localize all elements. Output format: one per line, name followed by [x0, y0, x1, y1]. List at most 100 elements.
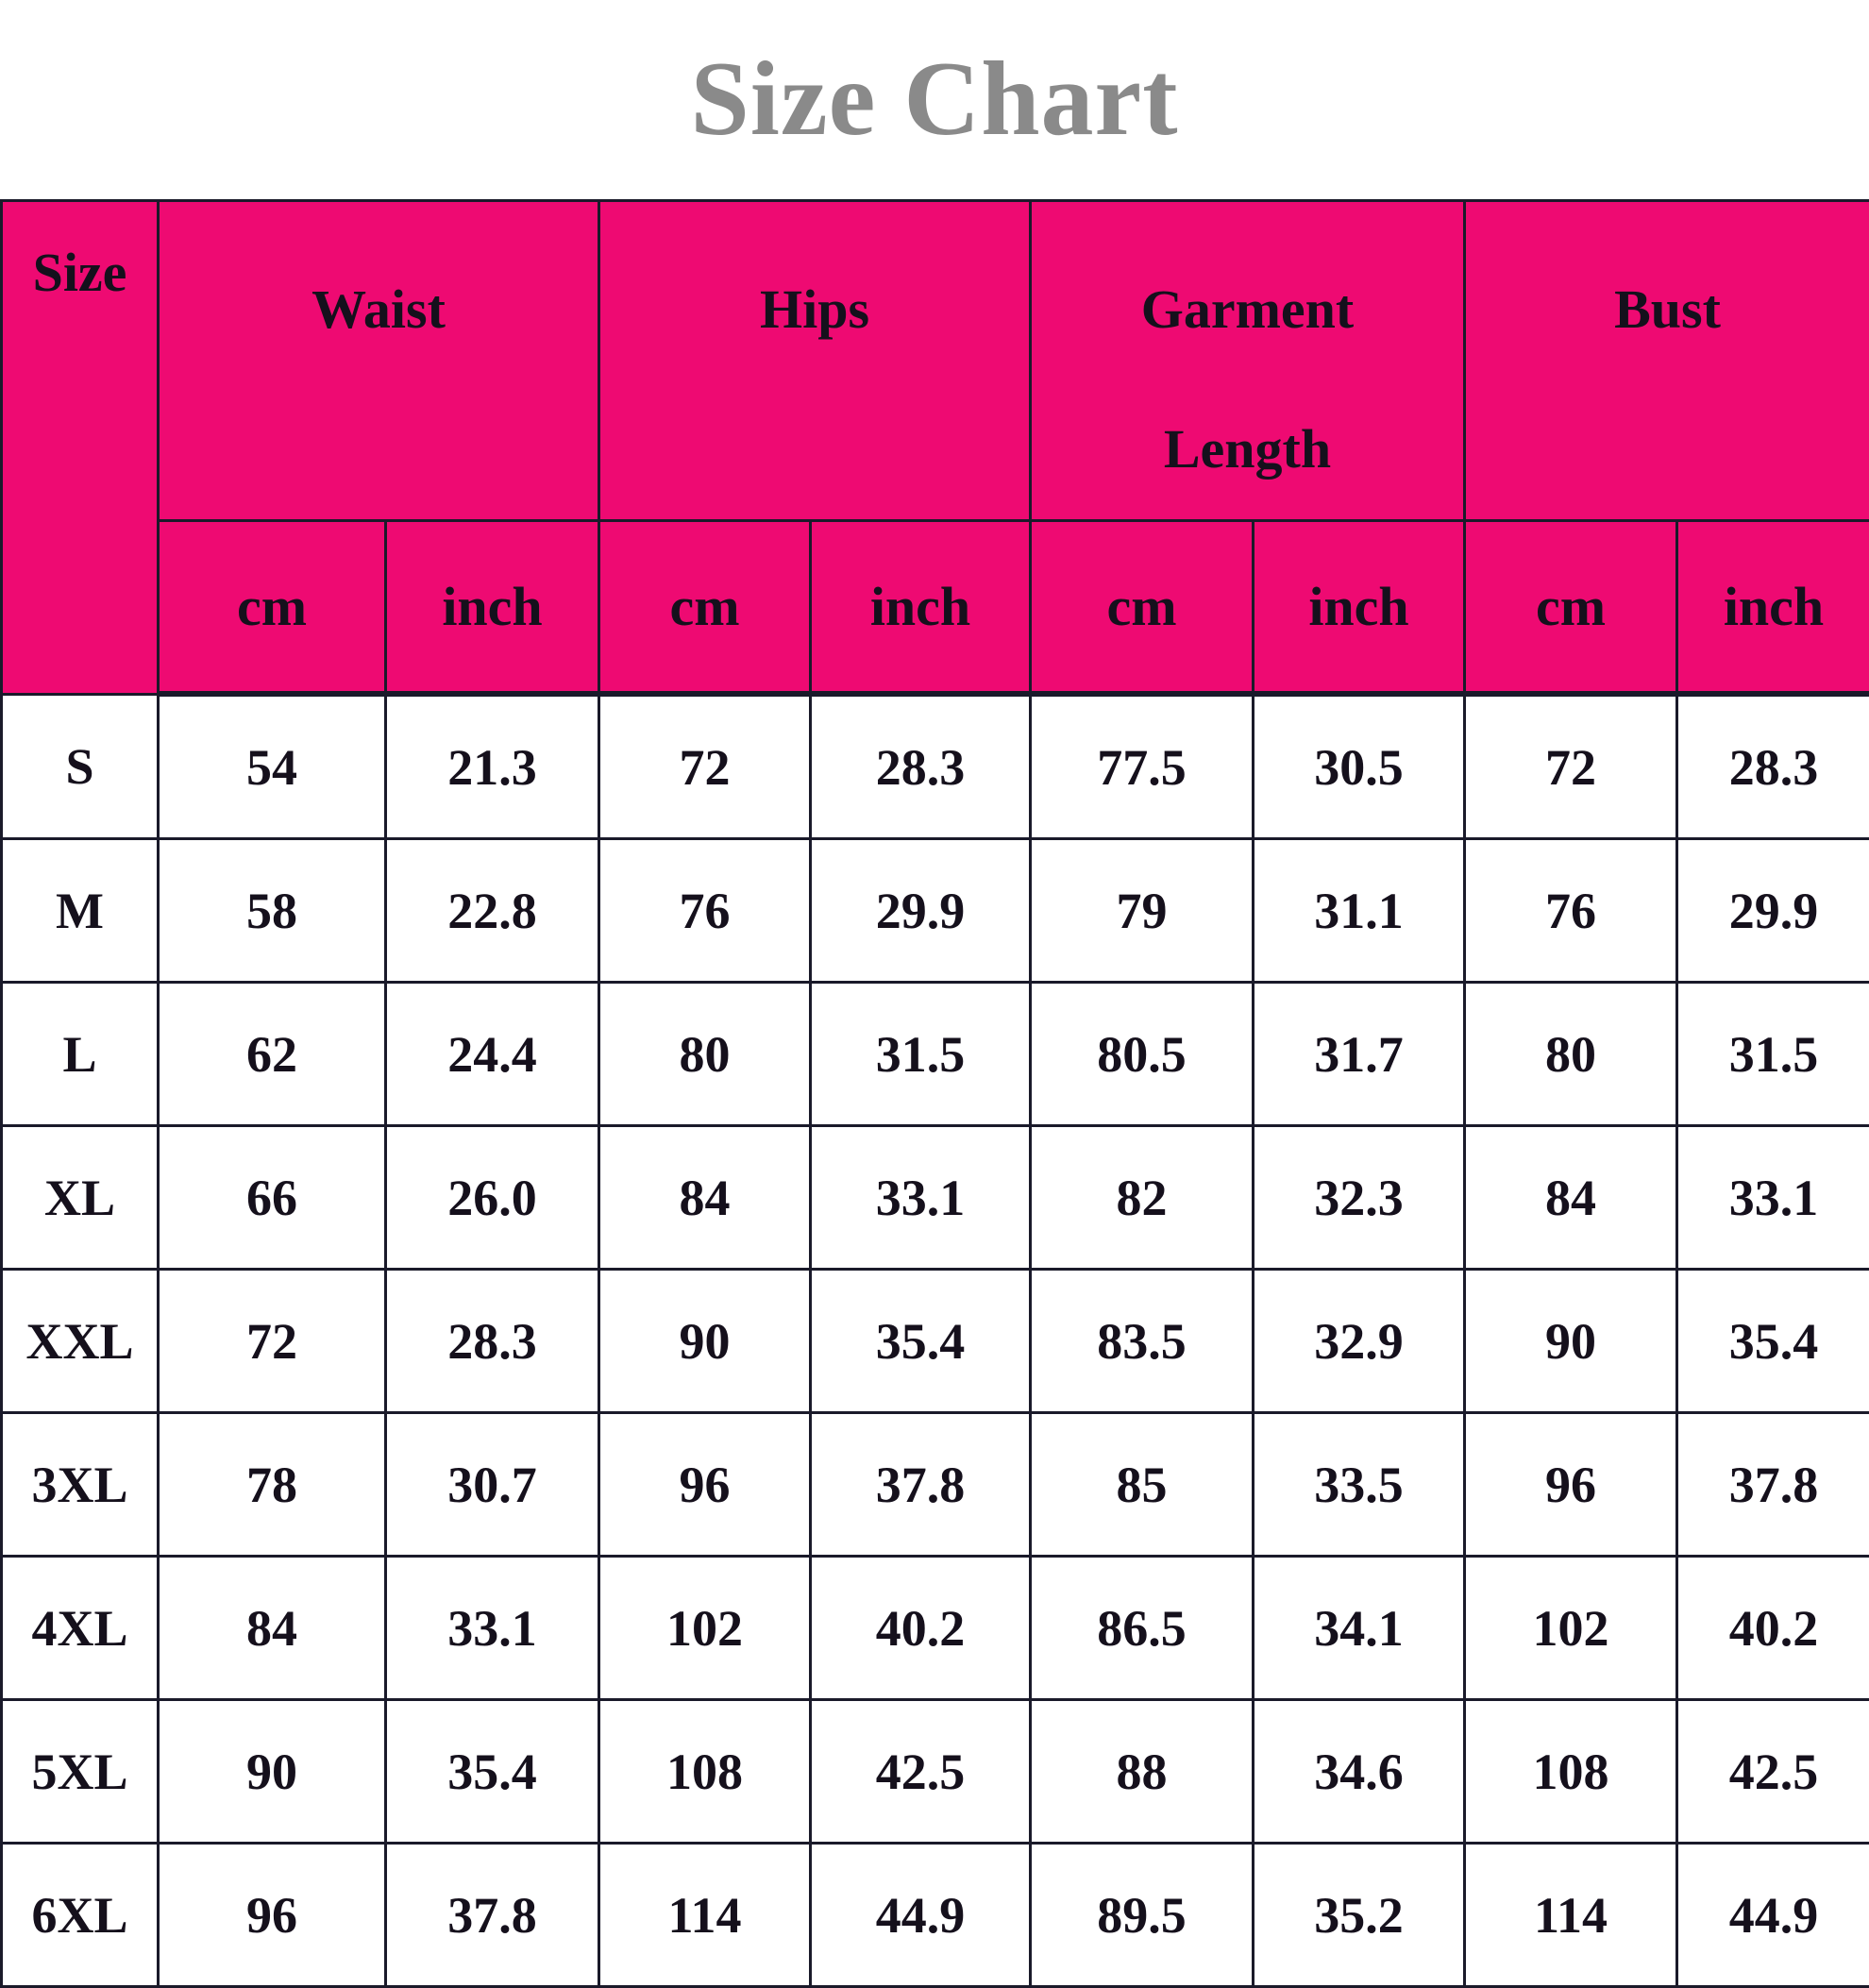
cell-bust-inch: 29.9 — [1677, 839, 1869, 983]
cell-hips-inch: 37.8 — [811, 1413, 1031, 1557]
cell-length-inch: 31.1 — [1254, 839, 1465, 983]
cell-bust-cm: 90 — [1465, 1270, 1677, 1413]
cell-waist-inch: 33.1 — [386, 1557, 599, 1700]
cell-waist-inch: 24.4 — [386, 983, 599, 1126]
cell-bust-cm: 80 — [1465, 983, 1677, 1126]
cell-waist-cm: 72 — [159, 1270, 386, 1413]
cell-length-cm: 82 — [1031, 1126, 1254, 1270]
cell-size: 4XL — [2, 1557, 159, 1700]
cell-waist-inch: 30.7 — [386, 1413, 599, 1557]
cell-length-cm: 85 — [1031, 1413, 1254, 1557]
cell-bust-cm: 102 — [1465, 1557, 1677, 1700]
cell-size: XXL — [2, 1270, 159, 1413]
cell-size: 5XL — [2, 1700, 159, 1844]
cell-length-inch: 33.5 — [1254, 1413, 1465, 1557]
cell-bust-inch: 28.3 — [1677, 694, 1869, 839]
cell-bust-cm: 72 — [1465, 694, 1677, 839]
cell-waist-cm: 62 — [159, 983, 386, 1126]
cell-hips-cm: 108 — [599, 1700, 811, 1844]
cell-length-cm: 88 — [1031, 1700, 1254, 1844]
cell-size: L — [2, 983, 159, 1126]
cell-size: XL — [2, 1126, 159, 1270]
cell-bust-cm: 96 — [1465, 1413, 1677, 1557]
cell-length-cm: 83.5 — [1031, 1270, 1254, 1413]
cell-bust-inch: 44.9 — [1677, 1844, 1869, 1987]
cell-length-cm: 89.5 — [1031, 1844, 1254, 1987]
cell-waist-inch: 28.3 — [386, 1270, 599, 1413]
cell-size: S — [2, 694, 159, 839]
header-hips-cm: cm — [599, 521, 811, 695]
cell-hips-cm: 96 — [599, 1413, 811, 1557]
cell-length-inch: 34.1 — [1254, 1557, 1465, 1700]
cell-bust-inch: 33.1 — [1677, 1126, 1869, 1270]
cell-size: 6XL — [2, 1844, 159, 1987]
header-waist-inch: inch — [386, 521, 599, 695]
page-title: Size Chart — [0, 0, 1869, 199]
header-bust-cm: cm — [1465, 521, 1677, 695]
header-size: Size — [2, 201, 159, 695]
header-hips: Hips — [599, 201, 1031, 521]
cell-hips-inch: 42.5 — [811, 1700, 1031, 1844]
cell-hips-cm: 80 — [599, 983, 811, 1126]
cell-waist-cm: 54 — [159, 694, 386, 839]
cell-hips-inch: 29.9 — [811, 839, 1031, 983]
cell-hips-inch: 44.9 — [811, 1844, 1031, 1987]
cell-length-cm: 77.5 — [1031, 694, 1254, 839]
cell-bust-cm: 76 — [1465, 839, 1677, 983]
cell-length-inch: 34.6 — [1254, 1700, 1465, 1844]
header-length-cm: cm — [1031, 521, 1254, 695]
cell-hips-cm: 102 — [599, 1557, 811, 1700]
cell-hips-cm: 76 — [599, 839, 811, 983]
cell-hips-inch: 33.1 — [811, 1126, 1031, 1270]
cell-size: 3XL — [2, 1413, 159, 1557]
cell-bust-cm: 84 — [1465, 1126, 1677, 1270]
header-waist-cm: cm — [159, 521, 386, 695]
cell-bust-inch: 40.2 — [1677, 1557, 1869, 1700]
cell-waist-inch: 35.4 — [386, 1700, 599, 1844]
cell-waist-inch: 22.8 — [386, 839, 599, 983]
cell-bust-cm: 108 — [1465, 1700, 1677, 1844]
header-bust-inch: inch — [1677, 521, 1869, 695]
cell-length-inch: 31.7 — [1254, 983, 1465, 1126]
cell-hips-inch: 40.2 — [811, 1557, 1031, 1700]
cell-waist-inch: 21.3 — [386, 694, 599, 839]
cell-waist-cm: 78 — [159, 1413, 386, 1557]
cell-length-inch: 32.3 — [1254, 1126, 1465, 1270]
cell-bust-inch: 42.5 — [1677, 1700, 1869, 1844]
cell-hips-cm: 114 — [599, 1844, 811, 1987]
cell-bust-cm: 114 — [1465, 1844, 1677, 1987]
cell-waist-inch: 37.8 — [386, 1844, 599, 1987]
cell-hips-cm: 90 — [599, 1270, 811, 1413]
cell-bust-inch: 35.4 — [1677, 1270, 1869, 1413]
header-waist: Waist — [159, 201, 599, 521]
cell-length-inch: 35.2 — [1254, 1844, 1465, 1987]
cell-bust-inch: 31.5 — [1677, 983, 1869, 1126]
cell-length-cm: 80.5 — [1031, 983, 1254, 1126]
cell-waist-cm: 96 — [159, 1844, 386, 1987]
cell-bust-inch: 37.8 — [1677, 1413, 1869, 1557]
header-row-units: cm inch cm inch cm inch cm inch — [2, 521, 1869, 695]
header-hips-inch: inch — [811, 521, 1031, 695]
header-bust: Bust — [1465, 201, 1869, 521]
cell-waist-cm: 90 — [159, 1700, 386, 1844]
cell-hips-inch: 28.3 — [811, 694, 1031, 839]
cell-waist-cm: 84 — [159, 1557, 386, 1700]
header-length-inch: inch — [1254, 521, 1465, 695]
cell-hips-cm: 72 — [599, 694, 811, 839]
cell-length-inch: 32.9 — [1254, 1270, 1465, 1413]
cell-waist-cm: 58 — [159, 839, 386, 983]
cell-waist-inch: 26.0 — [386, 1126, 599, 1270]
cell-hips-cm: 84 — [599, 1126, 811, 1270]
